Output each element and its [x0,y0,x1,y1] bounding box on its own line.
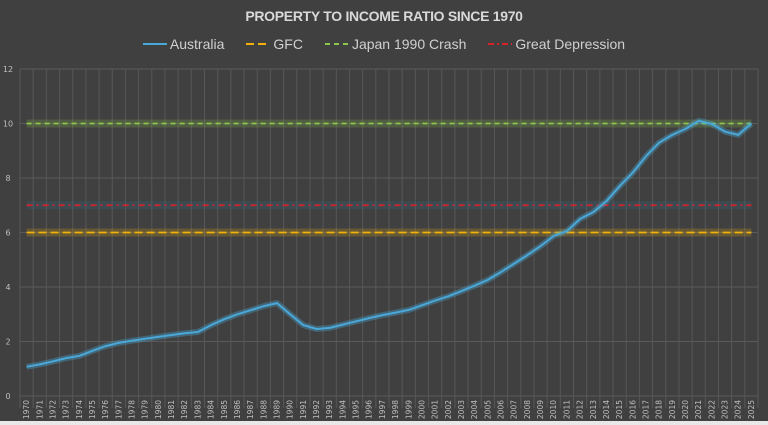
legend-item: Australia [142,36,225,52]
x-tick-label: 2025 [747,400,756,419]
y-tick-label: 8 [5,174,10,183]
x-tick-label: 1996 [365,400,374,419]
x-tick-label: 2012 [576,400,585,419]
x-tick-label: 1990 [286,400,295,419]
legend-swatch-icon [324,43,349,45]
x-tick-label: 1989 [272,400,281,419]
legend-item: Great Depression [488,36,625,52]
x-tick-label: 2002 [444,400,453,419]
x-tick-label: 1974 [75,400,84,419]
x-tick-label: 2021 [694,400,703,419]
legend-label: GFC [273,36,303,52]
x-tick-label: 2018 [655,400,664,419]
x-tick-label: 2017 [641,400,650,419]
y-tick-label: 0 [5,392,10,401]
x-tick-label: 2020 [681,400,690,419]
x-tick-label: 2008 [523,400,532,419]
legend: Australia GFC Japan 1990 Crash Great Depres… [0,36,768,52]
chart-title: PROPERTY TO INCOME RATIO SINCE 1970 [245,8,523,24]
x-tick-label: 1997 [378,400,387,419]
y-tick-label: 2 [5,338,10,347]
x-tick-label: 1988 [259,400,268,419]
x-tick-label: 1985 [220,400,229,419]
y-tick-label: 12 [3,65,13,74]
legend-item: GFC [246,36,303,52]
x-tick-label: 1991 [299,400,308,419]
legend-swatch-icon [142,43,167,45]
x-tick-label: 2000 [417,400,426,419]
x-tick-label: 1984 [207,400,216,419]
legend-label: Australia [169,36,225,52]
x-tick-label: 1973 [62,400,71,419]
x-tick-label: 2001 [431,400,440,419]
y-tick-label: 10 [3,120,13,129]
x-tick-label: 1979 [141,400,150,419]
x-tick-label: 2015 [615,400,624,419]
x-tick-label: 1994 [338,400,347,419]
bottom-scroll-strip [0,421,768,425]
series-line-australia [26,119,753,368]
x-tick-label: 2006 [497,400,506,419]
x-tick-label: 1998 [391,400,400,419]
x-tick-label: 2003 [457,400,466,419]
legend-item: Japan 1990 Crash [324,36,467,52]
x-tick-label: 1980 [154,400,163,419]
x-tick-label: 1983 [193,400,202,419]
x-tick-label: 2022 [707,400,716,419]
x-tick-label: 1982 [180,400,189,419]
x-tick-label: 2016 [628,400,637,419]
x-tick-label: 1993 [325,400,334,419]
x-tick-label: 2013 [589,400,598,419]
x-tick-label: 2007 [510,400,519,419]
x-tick-label: 1978 [128,400,137,419]
y-tick-label: 4 [5,283,10,292]
x-tick-label: 2024 [734,400,743,419]
legend-label: Great Depression [515,36,626,52]
x-tick-label: 2014 [602,400,611,419]
x-tick-label: 2011 [562,400,571,419]
x-tick-label: 1986 [233,400,242,419]
x-tick-label: 1999 [404,400,413,419]
x-tick-label: 1976 [101,400,110,419]
x-tick-label: 2010 [549,400,558,419]
legend-swatch-icon [488,43,513,45]
x-tick-label: 1975 [88,400,97,419]
x-tick-label: 1987 [246,400,255,419]
x-tick-label: 1981 [167,400,176,419]
x-tick-label: 1977 [114,400,123,419]
x-tick-label: 1970 [22,400,31,419]
x-tick-label: 2005 [483,400,492,419]
x-tick-label: 1971 [35,400,44,419]
x-tick-label: 1995 [352,400,361,419]
x-tick-label: 2019 [668,400,677,419]
x-tick-label: 2009 [536,400,545,419]
x-tick-label: 1972 [48,400,57,419]
y-tick-label: 6 [5,229,10,238]
legend-swatch-icon [246,43,271,45]
legend-label: Japan 1990 Crash [351,36,467,52]
x-tick-label: 2004 [470,400,479,419]
x-tick-label: 2023 [721,400,730,419]
x-tick-label: 1992 [312,400,321,419]
